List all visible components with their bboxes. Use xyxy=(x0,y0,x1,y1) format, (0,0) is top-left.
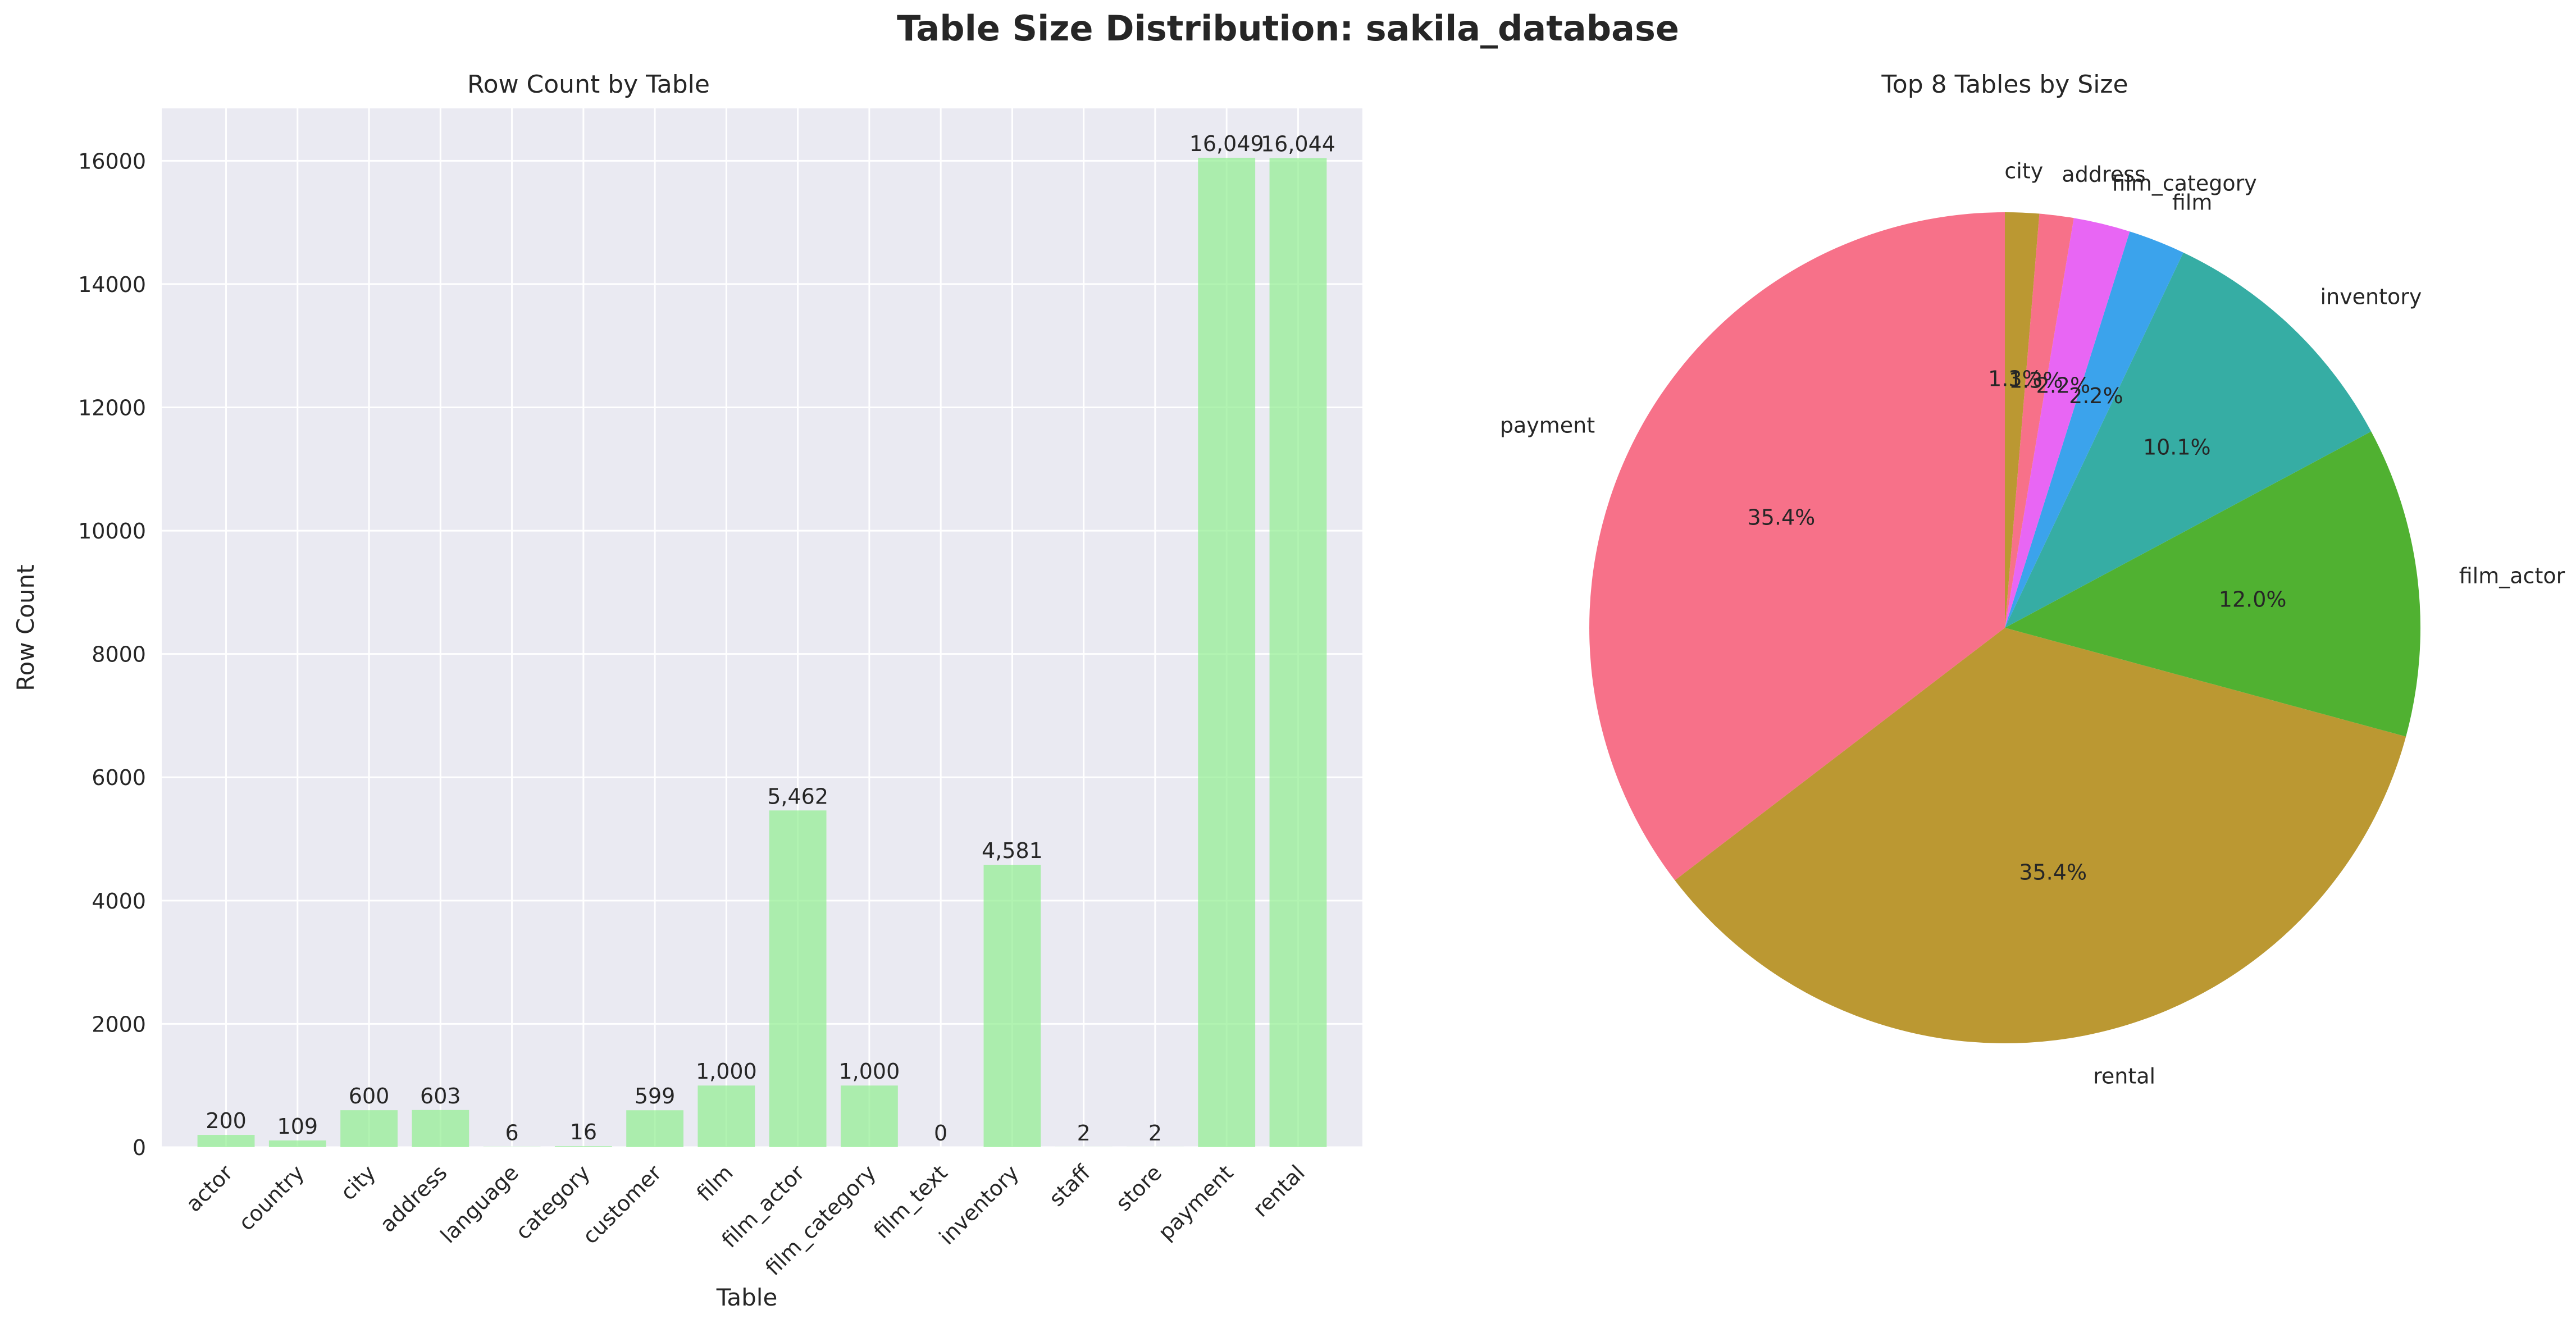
pie-chart: Top 8 Tables by Size payment rental film_a… xyxy=(1500,70,2565,1089)
pie-percent-label: 35.4% xyxy=(1748,505,1816,530)
x-tick-label: rental xyxy=(1248,1160,1310,1222)
pie-percent-label: 1.3% xyxy=(2009,368,2063,393)
bar-category xyxy=(554,1146,612,1147)
x-tick-label: customer xyxy=(578,1160,667,1249)
bar-value-label: 1,000 xyxy=(838,1059,900,1084)
pie-chart-title: Top 8 Tables by Size xyxy=(1881,70,2128,99)
bar-chart-value-labels: 200 109 600 603 6 16 599 1,000 5,462 1,000 0 4,581 2… xyxy=(206,131,1335,1146)
y-tick-label: 10000 xyxy=(78,519,146,544)
bar-value-label: 16,049 xyxy=(1189,131,1264,156)
y-tick-label: 4000 xyxy=(92,889,146,914)
bar-value-label: 0 xyxy=(934,1121,947,1146)
bar-payment xyxy=(1198,157,1256,1148)
bar-value-label: 603 xyxy=(420,1084,461,1108)
pie-slice-city xyxy=(2005,212,2040,628)
pie-label: inventory xyxy=(2320,285,2422,309)
y-tick-label: 8000 xyxy=(92,642,146,667)
pie-chart-slices xyxy=(1589,212,2420,1043)
pie-slice-film_actor xyxy=(2005,431,2420,737)
bar-film_actor xyxy=(769,810,827,1147)
bar-customer xyxy=(626,1110,684,1147)
bar-value-label: 5,462 xyxy=(767,784,828,809)
bar-inventory xyxy=(983,865,1041,1147)
bar-chart-bars xyxy=(197,157,1327,1148)
pie-label: address xyxy=(2062,162,2145,186)
bar-chart-y-ticks: 0 2000 4000 6000 8000 10000 12000 14000 16000 xyxy=(78,149,146,1160)
bar-chart-y-axis-label: Row Count xyxy=(12,564,39,691)
bar-value-label: 4,581 xyxy=(982,838,1043,863)
bar-city xyxy=(340,1110,398,1147)
pie-label: payment xyxy=(1500,413,1595,438)
pie-percent-label: 2.2% xyxy=(2069,384,2123,408)
pie-slice-address xyxy=(2005,213,2074,628)
pie-slice-inventory xyxy=(2005,252,2372,628)
y-tick-label: 0 xyxy=(133,1135,146,1160)
pie-chart-labels: payment rental film_actor inventory filmfilm… xyxy=(1500,159,2565,1089)
bar-address xyxy=(412,1110,469,1147)
bar-value-label: 200 xyxy=(206,1108,247,1133)
bar-chart-plot-area xyxy=(162,108,1362,1147)
bar-chart-gridlines xyxy=(162,108,1362,1148)
pie-percent-label: 2.2% xyxy=(2036,373,2091,398)
pie-slice-film_category xyxy=(2005,218,2130,628)
bar-value-label: 2 xyxy=(1148,1121,1162,1146)
bar-value-label: 16 xyxy=(570,1120,597,1144)
bar-chart-x-axis-label: Table xyxy=(716,1284,778,1311)
pie-percent-label: 1.3% xyxy=(1988,366,2042,391)
bar-film_category xyxy=(840,1085,898,1147)
bar-value-label: 1,000 xyxy=(696,1059,757,1084)
pie-percent-label: 10.1% xyxy=(2143,435,2211,460)
pie-label: city xyxy=(2004,159,2043,184)
x-tick-label: actor xyxy=(181,1160,238,1217)
pie-slice-film xyxy=(2005,231,2183,628)
pie-label: rental xyxy=(2093,1064,2155,1089)
bar-value-label: 6 xyxy=(505,1120,518,1145)
bar-rental xyxy=(1269,158,1327,1148)
bar-actor xyxy=(197,1135,255,1147)
x-tick-label: staff xyxy=(1044,1160,1095,1211)
y-tick-label: 2000 xyxy=(92,1012,146,1037)
y-tick-label: 14000 xyxy=(78,272,146,297)
x-tick-label: city xyxy=(336,1160,381,1205)
pie-label: film_actor xyxy=(2459,564,2565,588)
y-tick-label: 6000 xyxy=(92,765,146,790)
y-tick-label: 16000 xyxy=(78,149,146,174)
x-tick-label: country xyxy=(234,1160,309,1235)
bar-value-label: 600 xyxy=(349,1084,390,1108)
pie-label: film xyxy=(2172,190,2213,215)
pie-percent-label: 35.4% xyxy=(2019,860,2087,885)
pie-slice-rental xyxy=(1675,628,2406,1043)
pie-chart-percent-labels: 35.4%35.4%12.0%10.1%2.2%2.2%1.3%1.3% xyxy=(1748,366,2287,884)
pie-percent-label: 12.0% xyxy=(2219,587,2287,612)
bar-value-label: 109 xyxy=(277,1114,318,1139)
x-tick-label: payment xyxy=(1153,1160,1238,1245)
bar-value-label: 2 xyxy=(1077,1121,1091,1146)
x-tick-label: language xyxy=(436,1160,523,1248)
bar-country xyxy=(268,1140,326,1147)
pie-slice-payment xyxy=(1589,212,2005,880)
x-tick-label: film xyxy=(692,1160,738,1206)
y-tick-label: 12000 xyxy=(78,395,146,420)
bar-chart-title: Row Count by Table xyxy=(467,70,710,99)
pie-label: film_category xyxy=(2112,171,2256,196)
x-tick-label: store xyxy=(1111,1160,1166,1216)
bar-film xyxy=(697,1085,755,1147)
bar-value-label: 16,044 xyxy=(1261,131,1335,156)
bar-value-label: 599 xyxy=(635,1084,676,1108)
figure-title: Table Size Distribution: sakila_database xyxy=(897,8,1679,49)
